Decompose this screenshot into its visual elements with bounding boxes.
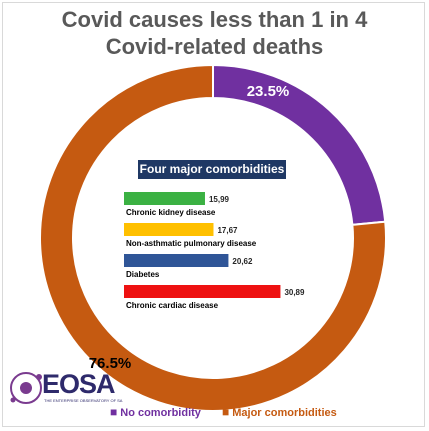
chart-title: Covid causes less than 1 in 4 Covid-rela… (0, 6, 429, 60)
bar-value-label: 15,99 (209, 195, 230, 204)
bar-category-label: Chronic cardiac disease (126, 301, 219, 310)
bar (124, 285, 281, 298)
bar-category-label: Chronic kidney disease (126, 208, 216, 217)
inset-chart-title: Four major comorbidities (138, 160, 286, 179)
title-line-2: Covid-related deaths (105, 34, 324, 59)
title-line-1: Covid causes less than 1 in 4 (61, 7, 368, 32)
donut-slice-major-comorbidities (39, 63, 387, 412)
donut-slice-no-comorbidity (212, 63, 387, 226)
eosa-logo-icon (10, 372, 42, 404)
chart-frame (2, 2, 425, 427)
bar (124, 254, 229, 267)
donut-data-label: 76.5% (89, 355, 132, 372)
logo-text: EOSA (42, 369, 116, 399)
bar (124, 223, 214, 236)
legend-label: No comorbidity (120, 407, 201, 419)
bar-category-label: Diabetes (126, 270, 160, 279)
donut-data-label: 23.5% (247, 83, 290, 100)
logo-subtitle: THE ENTERPRISE OBSERVATORY OF SA (44, 398, 123, 403)
legend: ■ No comorbidity ■ Major comorbidities (110, 405, 355, 419)
bar-value-label: 20,62 (232, 257, 253, 266)
bar-category-label: Non-asthmatic pulmonary disease (126, 239, 257, 248)
legend-marker-orange: ■ (221, 405, 230, 419)
bar-value-label: 17,67 (217, 226, 238, 235)
bar-value-label: 30,89 (284, 288, 305, 297)
legend-label: Major comorbidities (232, 407, 337, 419)
legend-item-no-comorbidity: ■ No comorbidity (110, 405, 201, 419)
legend-item-major-comorbidities: ■ Major comorbidities (222, 405, 337, 419)
bar (124, 192, 205, 205)
legend-marker-purple: ■ (110, 405, 118, 419)
